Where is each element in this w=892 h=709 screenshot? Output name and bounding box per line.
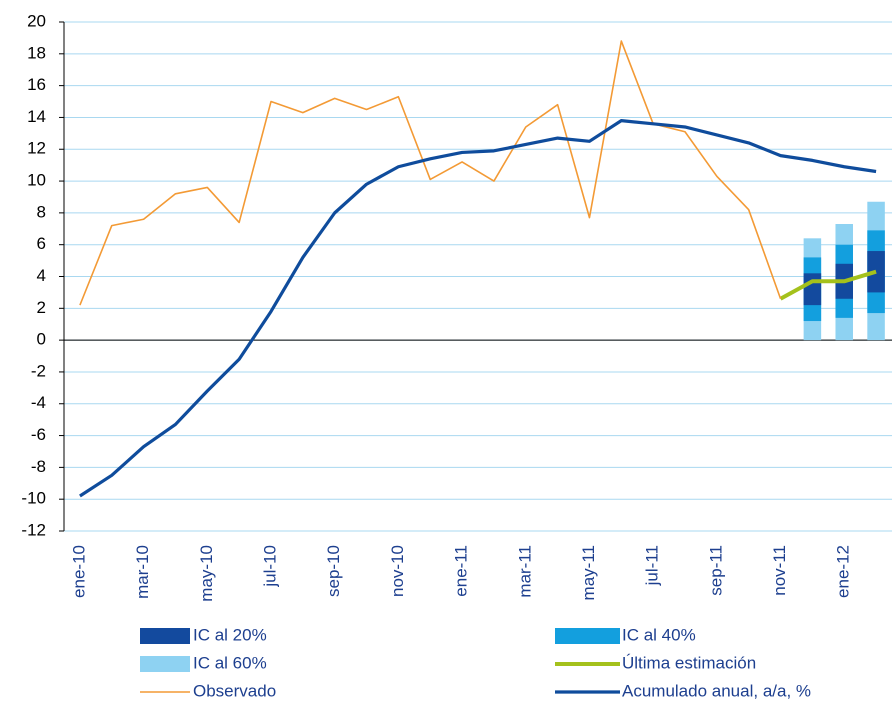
y-tick-label: 8	[37, 202, 46, 221]
x-tick-label: mar-10	[133, 545, 152, 599]
x-tick-label: sep-10	[324, 545, 343, 597]
legend-swatch	[555, 628, 620, 644]
y-tick-label: 6	[37, 234, 46, 253]
y-tick-label: 12	[27, 139, 46, 158]
line-series	[779, 269, 877, 301]
y-tick-label: 2	[37, 298, 46, 317]
legend-label: Observado	[193, 681, 276, 700]
x-tick-label: nov-11	[770, 545, 789, 596]
legend-swatch	[140, 656, 190, 672]
y-tick-label: 18	[27, 43, 46, 62]
x-tick-label: ene-11	[452, 545, 471, 597]
legend-label: IC al 60%	[193, 653, 267, 672]
y-tick-label: 10	[27, 171, 46, 190]
legend-label: IC al 20%	[193, 625, 267, 644]
x-tick-label: ene-10	[69, 545, 88, 598]
y-tick-label: -6	[31, 425, 46, 444]
x-tick-label: sep-11	[706, 545, 725, 596]
y-tick-label: 4	[37, 266, 46, 285]
fan-band	[803, 273, 822, 306]
x-tick-label: may-10	[197, 545, 216, 602]
y-tick-label: 20	[27, 11, 46, 30]
x-tick-label: mar-11	[515, 545, 534, 598]
y-tick-label: 16	[27, 75, 46, 94]
legend-label: Última estimación	[622, 653, 756, 672]
legend-label: Acumulado anual, a/a, %	[622, 681, 811, 700]
line-series	[79, 40, 782, 306]
y-tick-label: 0	[37, 330, 46, 349]
y-tick-label: -4	[31, 393, 46, 412]
legend-swatch	[140, 628, 190, 644]
y-tick-label: -2	[31, 361, 46, 380]
y-tick-label: -10	[21, 489, 46, 508]
line-series	[79, 119, 877, 498]
x-tick-label: ene-12	[834, 545, 853, 598]
x-tick-label: may-11	[579, 545, 598, 600]
x-tick-label: nov-10	[388, 545, 407, 597]
y-tick-label: -12	[21, 520, 46, 539]
legend-label: IC al 40%	[622, 625, 696, 644]
x-tick-label: jul-11	[643, 545, 662, 586]
y-tick-label: 14	[27, 107, 46, 126]
y-tick-label: -8	[31, 457, 46, 476]
x-tick-label: jul-10	[260, 545, 279, 588]
